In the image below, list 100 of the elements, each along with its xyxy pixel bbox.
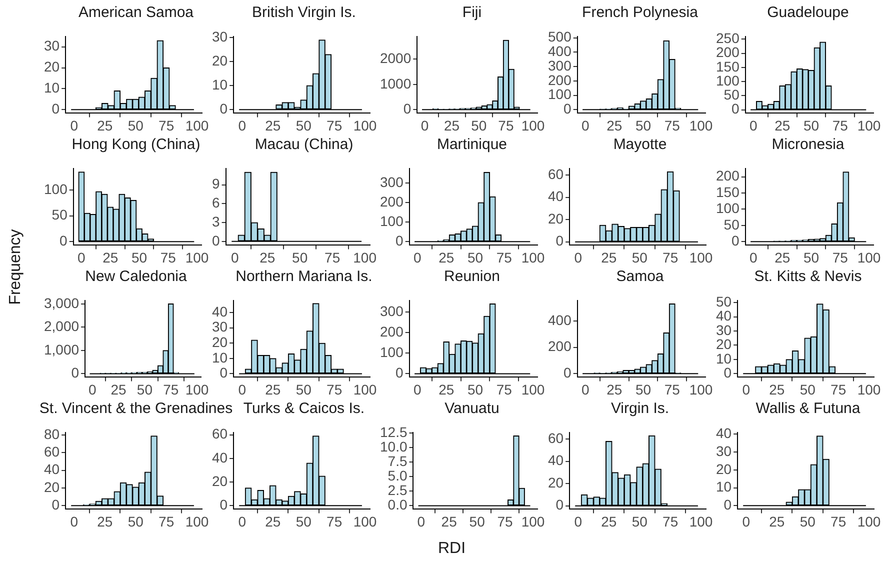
y-tick-label: 10 [212, 76, 228, 92]
x-tick-label: 25 [606, 117, 622, 134]
x-tick-label: 100 [521, 381, 545, 398]
x-tick-label: 100 [353, 249, 377, 266]
x-tick-label: 75 [496, 381, 512, 398]
y-tick-label: 60 [212, 426, 228, 442]
y-tick-label: 100 [380, 344, 404, 360]
y-tick-label: 0 [71, 364, 80, 381]
y-tick-label: 0 [724, 496, 732, 512]
x-tick-label: 100 [689, 117, 713, 134]
x-tick-label: 100 [185, 249, 209, 266]
x-tick-label: 25 [769, 513, 785, 530]
x-tick-label: 25 [774, 117, 790, 134]
x-tick-label: 75 [664, 117, 680, 134]
y-tick-label: 5.0 [388, 467, 408, 484]
x-tick-label: 25 [265, 381, 281, 398]
y-tick-label: 0 [220, 100, 228, 116]
chart-title: Macau (China) [254, 136, 354, 153]
chart-title: Martinique [436, 136, 508, 153]
y-tick-label: 0 [556, 232, 564, 249]
chart-title: New Caledonia [85, 268, 187, 285]
y-tick-label: 0 [732, 232, 740, 248]
y-tick-label: 50 [724, 216, 740, 232]
y-tick-label: 250 [716, 30, 740, 46]
x-tick-label: 75 [498, 117, 514, 134]
x-tick-label: 75 [326, 381, 342, 398]
y-tick-label: 50 [52, 206, 68, 223]
x-tick-label: 25 [265, 117, 281, 134]
y-tick-label: 30 [212, 28, 228, 44]
y-tick-label: 0 [556, 496, 564, 513]
chart-title: Fiji [462, 4, 482, 21]
x-tick-label: 50 [469, 513, 486, 530]
y-tick-label: 200 [716, 168, 740, 184]
x-tick-label: 50 [467, 381, 484, 398]
x-tick-label: 50 [635, 381, 652, 398]
x-tick-label: 0 [414, 381, 422, 398]
x-tick-label: 75 [497, 513, 514, 530]
y-tick-label: 10 [716, 350, 732, 366]
y-tick-label: 12.5 [380, 424, 408, 440]
y-tick-label: 1000 [380, 75, 412, 92]
x-tick-label: 50 [136, 381, 153, 398]
x-tick-label: 50 [800, 513, 816, 530]
x-tick-label: 100 [689, 249, 713, 266]
chart-title: Reunion [444, 268, 500, 285]
chart-title: Vanuatu [444, 400, 500, 417]
x-tick-label: 75 [832, 249, 848, 266]
x-tick-label: 100 [521, 513, 545, 530]
y-tick-label: 80 [44, 426, 60, 442]
y-tick-label: 100 [44, 180, 68, 197]
y-tick-label: 60 [44, 444, 60, 460]
y-tick-label: 10 [212, 349, 228, 366]
x-tick-label: 25 [260, 249, 276, 266]
y-tick-label: 200 [380, 193, 404, 210]
y-tick-label: 0 [52, 100, 60, 116]
x-tick-label: 25 [438, 249, 454, 266]
x-tick-label: 100 [689, 381, 713, 398]
x-tick-label: 0 [574, 249, 582, 266]
y-tick-label: 0 [220, 496, 228, 513]
y-tick-label: 0 [724, 364, 732, 381]
x-tick-label: 0 [574, 513, 582, 530]
x-tick-label: 25 [444, 117, 460, 134]
x-tick-label: 75 [830, 513, 846, 530]
x-tick-label: 50 [131, 249, 148, 266]
x-tick-label: 25 [110, 381, 127, 398]
x-tick-label: 100 [185, 117, 209, 134]
y-tick-label: 0 [60, 232, 68, 248]
x-tick-label: 100 [857, 249, 881, 266]
y-tick-label: 2000 [380, 50, 412, 66]
x-tick-label: 0 [582, 117, 590, 134]
y-tick-label: 20 [44, 58, 60, 75]
y-tick-label: 0 [212, 232, 220, 248]
y-tick-label: 0.0 [388, 496, 408, 513]
x-tick-label: 0 [750, 249, 758, 266]
y-tick-label: 40 [548, 188, 564, 204]
y-tick-label: 200 [380, 324, 404, 340]
y-tick-label: 0 [732, 100, 740, 117]
y-tick-label: 200 [548, 338, 572, 354]
y-tick-label: 30 [716, 322, 732, 338]
x-tick-label: 100 [857, 117, 881, 134]
x-tick-label: 25 [601, 249, 617, 266]
y-tick-label: 100 [716, 72, 740, 88]
y-tick-label: 20 [716, 336, 732, 352]
y-tick-label: 20 [548, 474, 564, 490]
x-tick-label: 50 [471, 117, 487, 134]
x-tick-label: 50 [128, 117, 144, 134]
x-tick-label: 25 [97, 117, 113, 134]
x-tick-label: 0 [238, 513, 246, 530]
y-tick-label: 30 [716, 442, 732, 459]
y-tick-label: 20 [548, 210, 564, 226]
x-tick-label: 100 [857, 381, 881, 398]
x-tick-label: 75 [158, 117, 174, 134]
chart-title: Guadeloupe [767, 4, 849, 21]
chart-title: American Samoa [78, 4, 194, 21]
x-tick-label: 0 [742, 513, 750, 530]
x-tick-label: 25 [774, 249, 790, 266]
x-tick-label: 100 [857, 513, 881, 530]
y-tick-label: 500 [548, 28, 572, 45]
chart-title: Virgin Is. [610, 400, 670, 417]
x-tick-label: 50 [632, 513, 648, 530]
x-tick-label: 0 [420, 117, 429, 134]
